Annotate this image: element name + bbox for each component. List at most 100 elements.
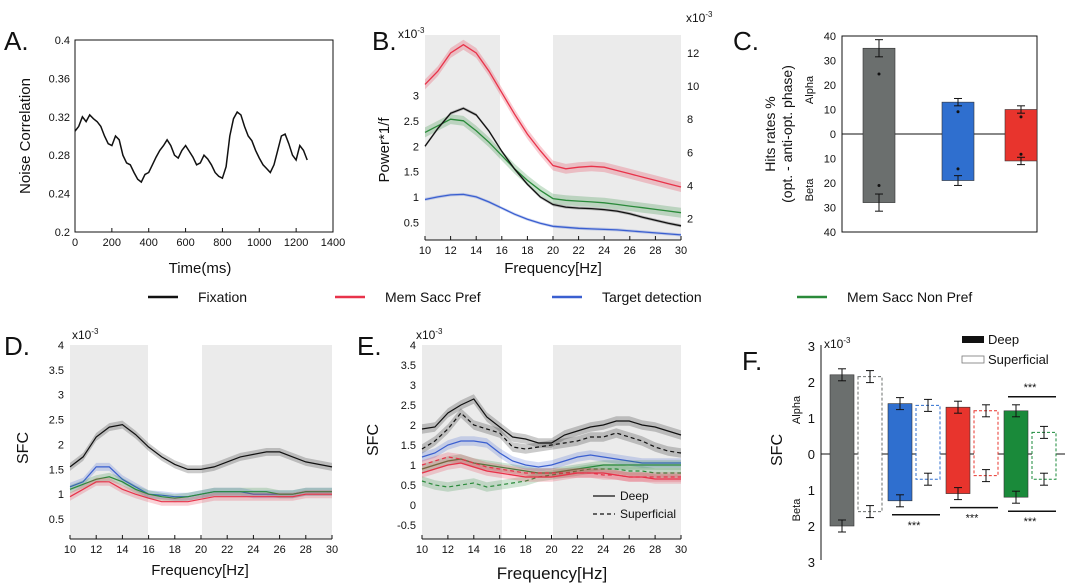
panel-b-x-tick-label: 14	[470, 245, 482, 257]
panel-b-right-multiplier: x10-3	[686, 10, 713, 25]
panel-e-x-tick-label: 12	[442, 544, 454, 556]
panel-b-yleft-tick-label: 1.5	[404, 167, 419, 179]
panel-d-x-tick-label: 24	[247, 544, 259, 556]
panel-b-yright-tick-label: 10	[687, 81, 699, 93]
panel-a-xlabel: Time(ms)	[169, 260, 232, 277]
panel-c-beta-label: Beta	[804, 178, 816, 202]
panel-b-chart: 10 12 14 16 18 20 22 24 26 28 30 0.511.522.53 2468…	[376, 10, 713, 277]
panel-e-y-tick-label: 3	[410, 380, 416, 392]
panel-a-x-tick-label: 600	[176, 237, 194, 249]
panel-b-band-2	[425, 106, 681, 228]
panel-d-ylabel: SFC	[15, 432, 32, 464]
panel-f-sig-stars: ***	[966, 513, 980, 525]
panel-b-x-tick-label: 20	[547, 245, 559, 257]
panel-f-beta-label: Beta	[791, 498, 803, 522]
panel-a-x-tick-label: 1000	[247, 237, 271, 249]
panel-d-shade-right	[202, 345, 332, 539]
panel-c-y-tick-label: 10	[824, 105, 836, 117]
panel-b-x-tick-label: 28	[649, 245, 661, 257]
panel-d-shade-left	[70, 345, 148, 539]
panel-d-y-tick-label: 1	[58, 489, 64, 501]
panel-a-y-tick-label: 0.4	[55, 35, 70, 47]
panel-a-chart: 0.2 0.24 0.28 0.32 0.36 0.4 0 200 400 600 800 1000…	[17, 35, 345, 277]
panel-c-y-tick-label: 10	[824, 154, 836, 166]
panel-d-x-tick-label: 30	[326, 544, 338, 556]
panel-e-y-tick-label: 4	[410, 340, 416, 352]
panel-d-x-tick-label: 28	[300, 544, 312, 556]
panel-b-xlabel: Frequency[Hz]	[504, 260, 602, 277]
panel-b-yright-tick-label: 12	[687, 48, 699, 60]
panel-e-x-tick-label: 22	[571, 544, 583, 556]
panel-e-y-tick-label: 1.5	[401, 440, 416, 452]
panel-c-ylabel-line1: Hits rates %	[762, 96, 778, 171]
panel-c-dot	[877, 72, 881, 76]
panel-b-yleft-tick-label: 3	[413, 91, 419, 103]
panel-b-x-tick-label: 22	[572, 245, 584, 257]
panel-d-x-tick-label: 20	[195, 544, 207, 556]
panel-f-superficial-bar	[857, 376, 883, 513]
panel-d-x-tick-label: 14	[116, 544, 128, 556]
panel-a-series-line	[74, 110, 308, 184]
panel-f-sig-stars-top: ***	[1024, 382, 1038, 394]
legend: Fixation Mem Sacc Pref Target detection …	[148, 289, 972, 305]
panel-c-bar	[862, 47, 896, 203]
panel-f-legend-superficial-swatch	[961, 355, 985, 364]
panel-e-shade-right	[553, 345, 681, 539]
panel-a-frame	[74, 39, 334, 233]
panel-c-y-tick-label: 20	[824, 178, 836, 190]
panel-f-legend-superficial: Superficial	[988, 352, 1049, 367]
panel-e-series-line-2	[421, 440, 681, 468]
panel-d-multiplier: x10-3	[72, 327, 99, 342]
panel-b-x-tick-label: 18	[521, 245, 533, 257]
panel-e-series-line-1	[421, 412, 682, 454]
panel-e-series-line-4	[421, 468, 681, 488]
panel-e-legend-superficial: Superficial	[620, 507, 676, 521]
panel-c-dot	[956, 110, 960, 114]
panel-e-y-tick-label: 2	[410, 420, 416, 432]
panel-c-y-tick-label: 30	[824, 56, 836, 68]
panel-c-dot	[1019, 152, 1023, 156]
panel-e-y-tick-label: -0.5	[397, 520, 416, 532]
panel-b-x-tick-label: 16	[496, 245, 508, 257]
panel-f-y-tick-label: 0	[808, 447, 815, 462]
panel-d-y-tick-label: 0.5	[49, 514, 64, 526]
panel-b-yright-tick-label: 2	[687, 213, 693, 225]
panel-b-yright-tick-label: 6	[687, 147, 693, 159]
panel-f-y-tick-label: 2	[808, 519, 815, 534]
panel-e-band-2	[422, 436, 681, 472]
panel-b-x-tick-label: 24	[598, 245, 610, 257]
panel-e-x-tick-label: 20	[545, 544, 557, 556]
panel-f-deep-bar	[829, 374, 855, 527]
panel-f-alpha-label: Alpha	[791, 395, 803, 424]
panel-f-deep-bar	[887, 403, 913, 502]
panel-d-y-tick-label: 3	[58, 390, 64, 402]
panel-d-xlabel: Frequency[Hz]	[151, 562, 249, 579]
panel-e-x-tick-label: 18	[519, 544, 531, 556]
panel-d-y-tick-label: 4	[58, 340, 64, 352]
panel-f-deep-bar	[1003, 410, 1029, 498]
panel-e-band-5	[422, 458, 681, 484]
panel-d-y-tick-label: 2	[58, 439, 64, 451]
panel-e-band-4	[422, 464, 681, 492]
panel-a-y-tick-label: 0.24	[49, 189, 70, 201]
panel-label-c: C.	[733, 26, 759, 56]
panel-e-x-tick-label: 30	[675, 544, 687, 556]
panel-d-x-tick-label: 16	[142, 544, 154, 556]
panel-a-x-tick-label: 800	[213, 237, 231, 249]
panel-e-y-tick-label: 1	[410, 460, 416, 472]
panel-a-ylabel: Noise Correlation	[17, 78, 34, 194]
panel-d-series-line-3	[69, 481, 332, 503]
panel-d-y-tick-label: 2.5	[49, 415, 64, 427]
panel-d-x-tick-label: 18	[169, 544, 181, 556]
panel-a-x-tick-label: 0	[72, 237, 78, 249]
panel-f-multiplier: x10-3	[824, 336, 851, 351]
panel-b-yright-tick-label: 8	[687, 114, 693, 126]
panel-b-ylabel: Power*1/f	[376, 117, 393, 183]
panel-d-y-tick-label: 1.5	[49, 464, 64, 476]
panel-e-y-tick-label: 0.5	[401, 480, 416, 492]
panel-b-band-1	[425, 114, 681, 218]
panel-e-series-line-6	[421, 456, 681, 478]
panel-a-y-tick-label: 0.36	[49, 73, 70, 85]
panel-d-series-line-2	[69, 476, 332, 499]
panel-e-chart: 10 12 14 16 18 20 22 24 26 28 30 -0.5 0 0.5 1 1.5 2 2.5 3…	[365, 327, 687, 583]
